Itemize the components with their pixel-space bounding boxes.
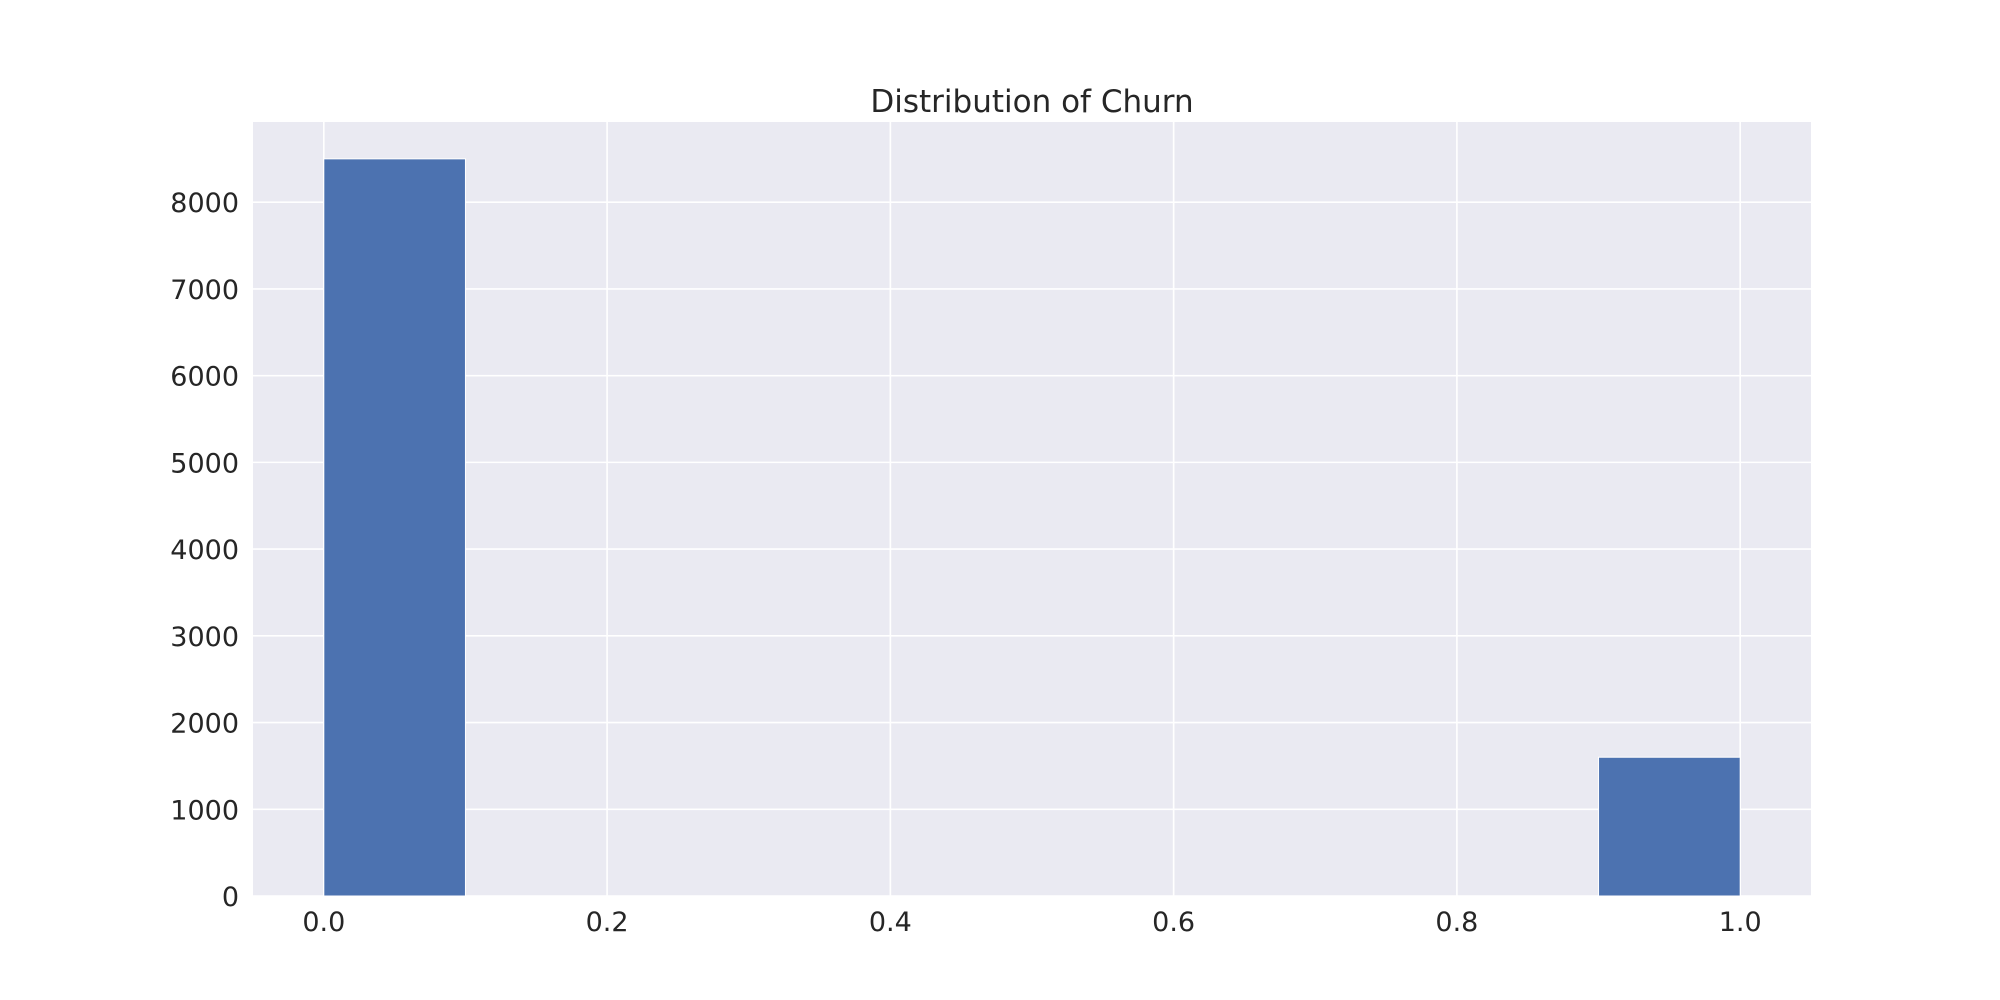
y-tick-label: 3000 (170, 622, 239, 653)
plot-area (253, 122, 1811, 896)
y-tick-label: 4000 (170, 535, 239, 566)
histogram-bar (323, 158, 466, 897)
y-axis-ticks: 0 1000 2000 3000 4000 5000 6000 7000 8000 (170, 188, 239, 913)
y-tick-label: 0 (222, 882, 239, 913)
grid-lines (253, 122, 1811, 897)
x-tick-label: 1.0 (1719, 907, 1762, 938)
x-tick-label: 0.6 (1152, 907, 1195, 938)
y-tick-label: 5000 (170, 448, 239, 479)
y-tick-label: 6000 (170, 362, 239, 393)
y-tick-label: 8000 (170, 188, 239, 219)
y-tick-label: 2000 (170, 709, 239, 740)
histogram-bars (323, 158, 1741, 897)
y-tick-label: 1000 (170, 795, 239, 826)
histogram-bar (1598, 756, 1741, 897)
x-tick-label: 0.4 (869, 907, 912, 938)
y-tick-label: 7000 (170, 275, 239, 306)
x-tick-label: 0.2 (586, 907, 629, 938)
x-tick-label: 0.0 (302, 907, 345, 938)
x-tick-label: 0.8 (1435, 907, 1478, 938)
x-axis-ticks: 0.0 0.2 0.4 0.6 0.8 1.0 (302, 907, 1761, 938)
chart-title: Distribution of Churn (870, 84, 1193, 120)
